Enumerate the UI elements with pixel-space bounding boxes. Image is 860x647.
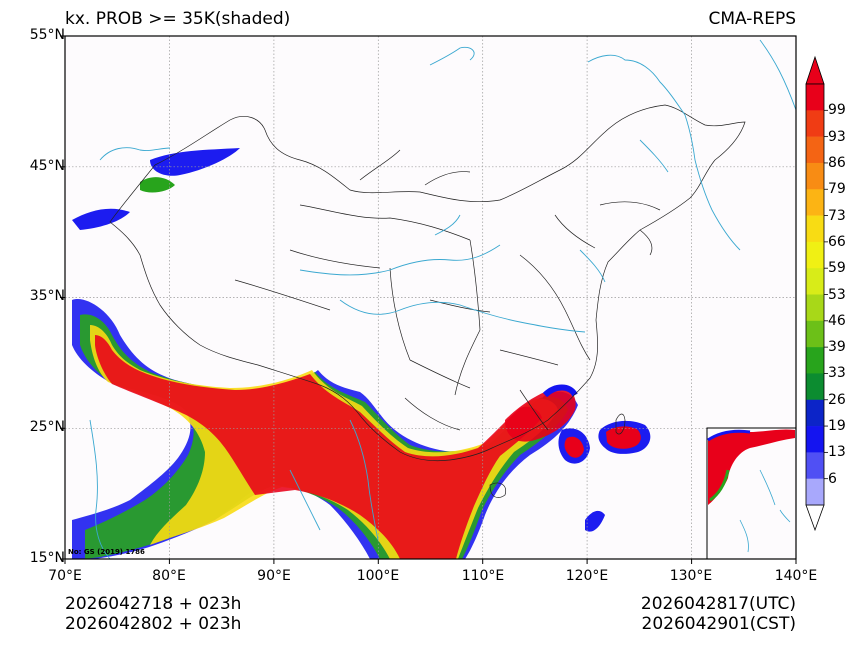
lon-label-70: 70°E <box>48 568 82 584</box>
colorbar-band <box>806 347 824 374</box>
graticule <box>65 36 796 559</box>
colorbar-level-label: 93 <box>828 128 846 145</box>
lat-label-55: 55°N <box>29 27 65 43</box>
valid-time-cst: 2026042901(CST) <box>641 614 796 634</box>
colorbar-band <box>806 162 824 190</box>
colorbar-level-label: 86 <box>828 154 846 171</box>
lon-label-130: 130°E <box>669 568 713 584</box>
colorbar-band <box>806 110 824 137</box>
lat-label-35: 35°N <box>29 288 65 304</box>
colorbar-level-label: 39 <box>828 339 846 356</box>
axis-ticks <box>60 35 797 564</box>
probability-shading <box>72 148 651 559</box>
colorbar-band <box>806 241 824 269</box>
colorbar-level-label: 46 <box>828 312 846 329</box>
colorbar-level-label: 53 <box>828 286 846 303</box>
colorbar-level-label: 59 <box>828 260 846 277</box>
lat-label-15: 15°N <box>29 550 65 566</box>
colorbar-level-label: 26 <box>828 391 846 408</box>
colorbar <box>805 55 828 532</box>
lon-label-120: 120°E <box>565 568 609 584</box>
colorbar-band <box>806 373 824 401</box>
colorbar-band <box>806 84 824 111</box>
lon-label-110: 110°E <box>461 568 505 584</box>
inset-map <box>706 427 797 560</box>
lon-label-140: 140°E <box>774 568 818 584</box>
colorbar-level-label: 6 <box>828 470 837 487</box>
colorbar-band <box>806 399 824 427</box>
colorbar-band <box>806 268 824 295</box>
colorbar-level-label: 99 <box>828 102 846 119</box>
map-approval-number: No: GS (2019) 1786 <box>68 548 145 556</box>
valid-time-block: 2026042817(UTC) 2026042901(CST) <box>641 594 796 634</box>
colorbar-level-label: 13 <box>828 444 846 461</box>
colorbar-band <box>806 189 824 216</box>
colorbar-band <box>806 426 824 453</box>
colorbar-band <box>806 452 824 479</box>
colorbar-level-label: 73 <box>828 207 846 224</box>
colorbar-level-label: 19 <box>828 418 846 435</box>
colorbar-min-arrow <box>805 504 825 532</box>
boundaries <box>109 104 746 498</box>
colorbar-level-label: 79 <box>828 181 846 198</box>
colorbar-band <box>806 478 824 506</box>
init-time-cst: 2026042802 + 023h <box>65 614 242 634</box>
lon-label-100: 100°E <box>356 568 400 584</box>
colorbar-band <box>806 215 824 243</box>
valid-time-utc: 2026042817(UTC) <box>640 594 796 614</box>
lon-label-80: 80°E <box>152 568 186 584</box>
colorbar-level-label: 66 <box>828 233 846 250</box>
lon-label-90: 90°E <box>257 568 291 584</box>
colorbar-band <box>806 320 824 348</box>
colorbar-level-label: 33 <box>828 365 846 382</box>
lat-label-25: 25°N <box>29 419 65 435</box>
colorbar-band <box>806 136 824 164</box>
lat-label-45: 45°N <box>29 158 65 174</box>
colorbar-max-arrow <box>805 55 825 85</box>
model-name: CMA-REPS <box>708 9 796 29</box>
colorbar-band <box>806 294 824 322</box>
rivers <box>89 39 797 560</box>
init-time-block: 2026042718 + 023h 2026042802 + 023h <box>65 594 241 634</box>
init-time-utc: 2026042718 + 023h <box>65 594 242 614</box>
chart-title: kx. PROB >= 35K(shaded) <box>65 9 291 29</box>
